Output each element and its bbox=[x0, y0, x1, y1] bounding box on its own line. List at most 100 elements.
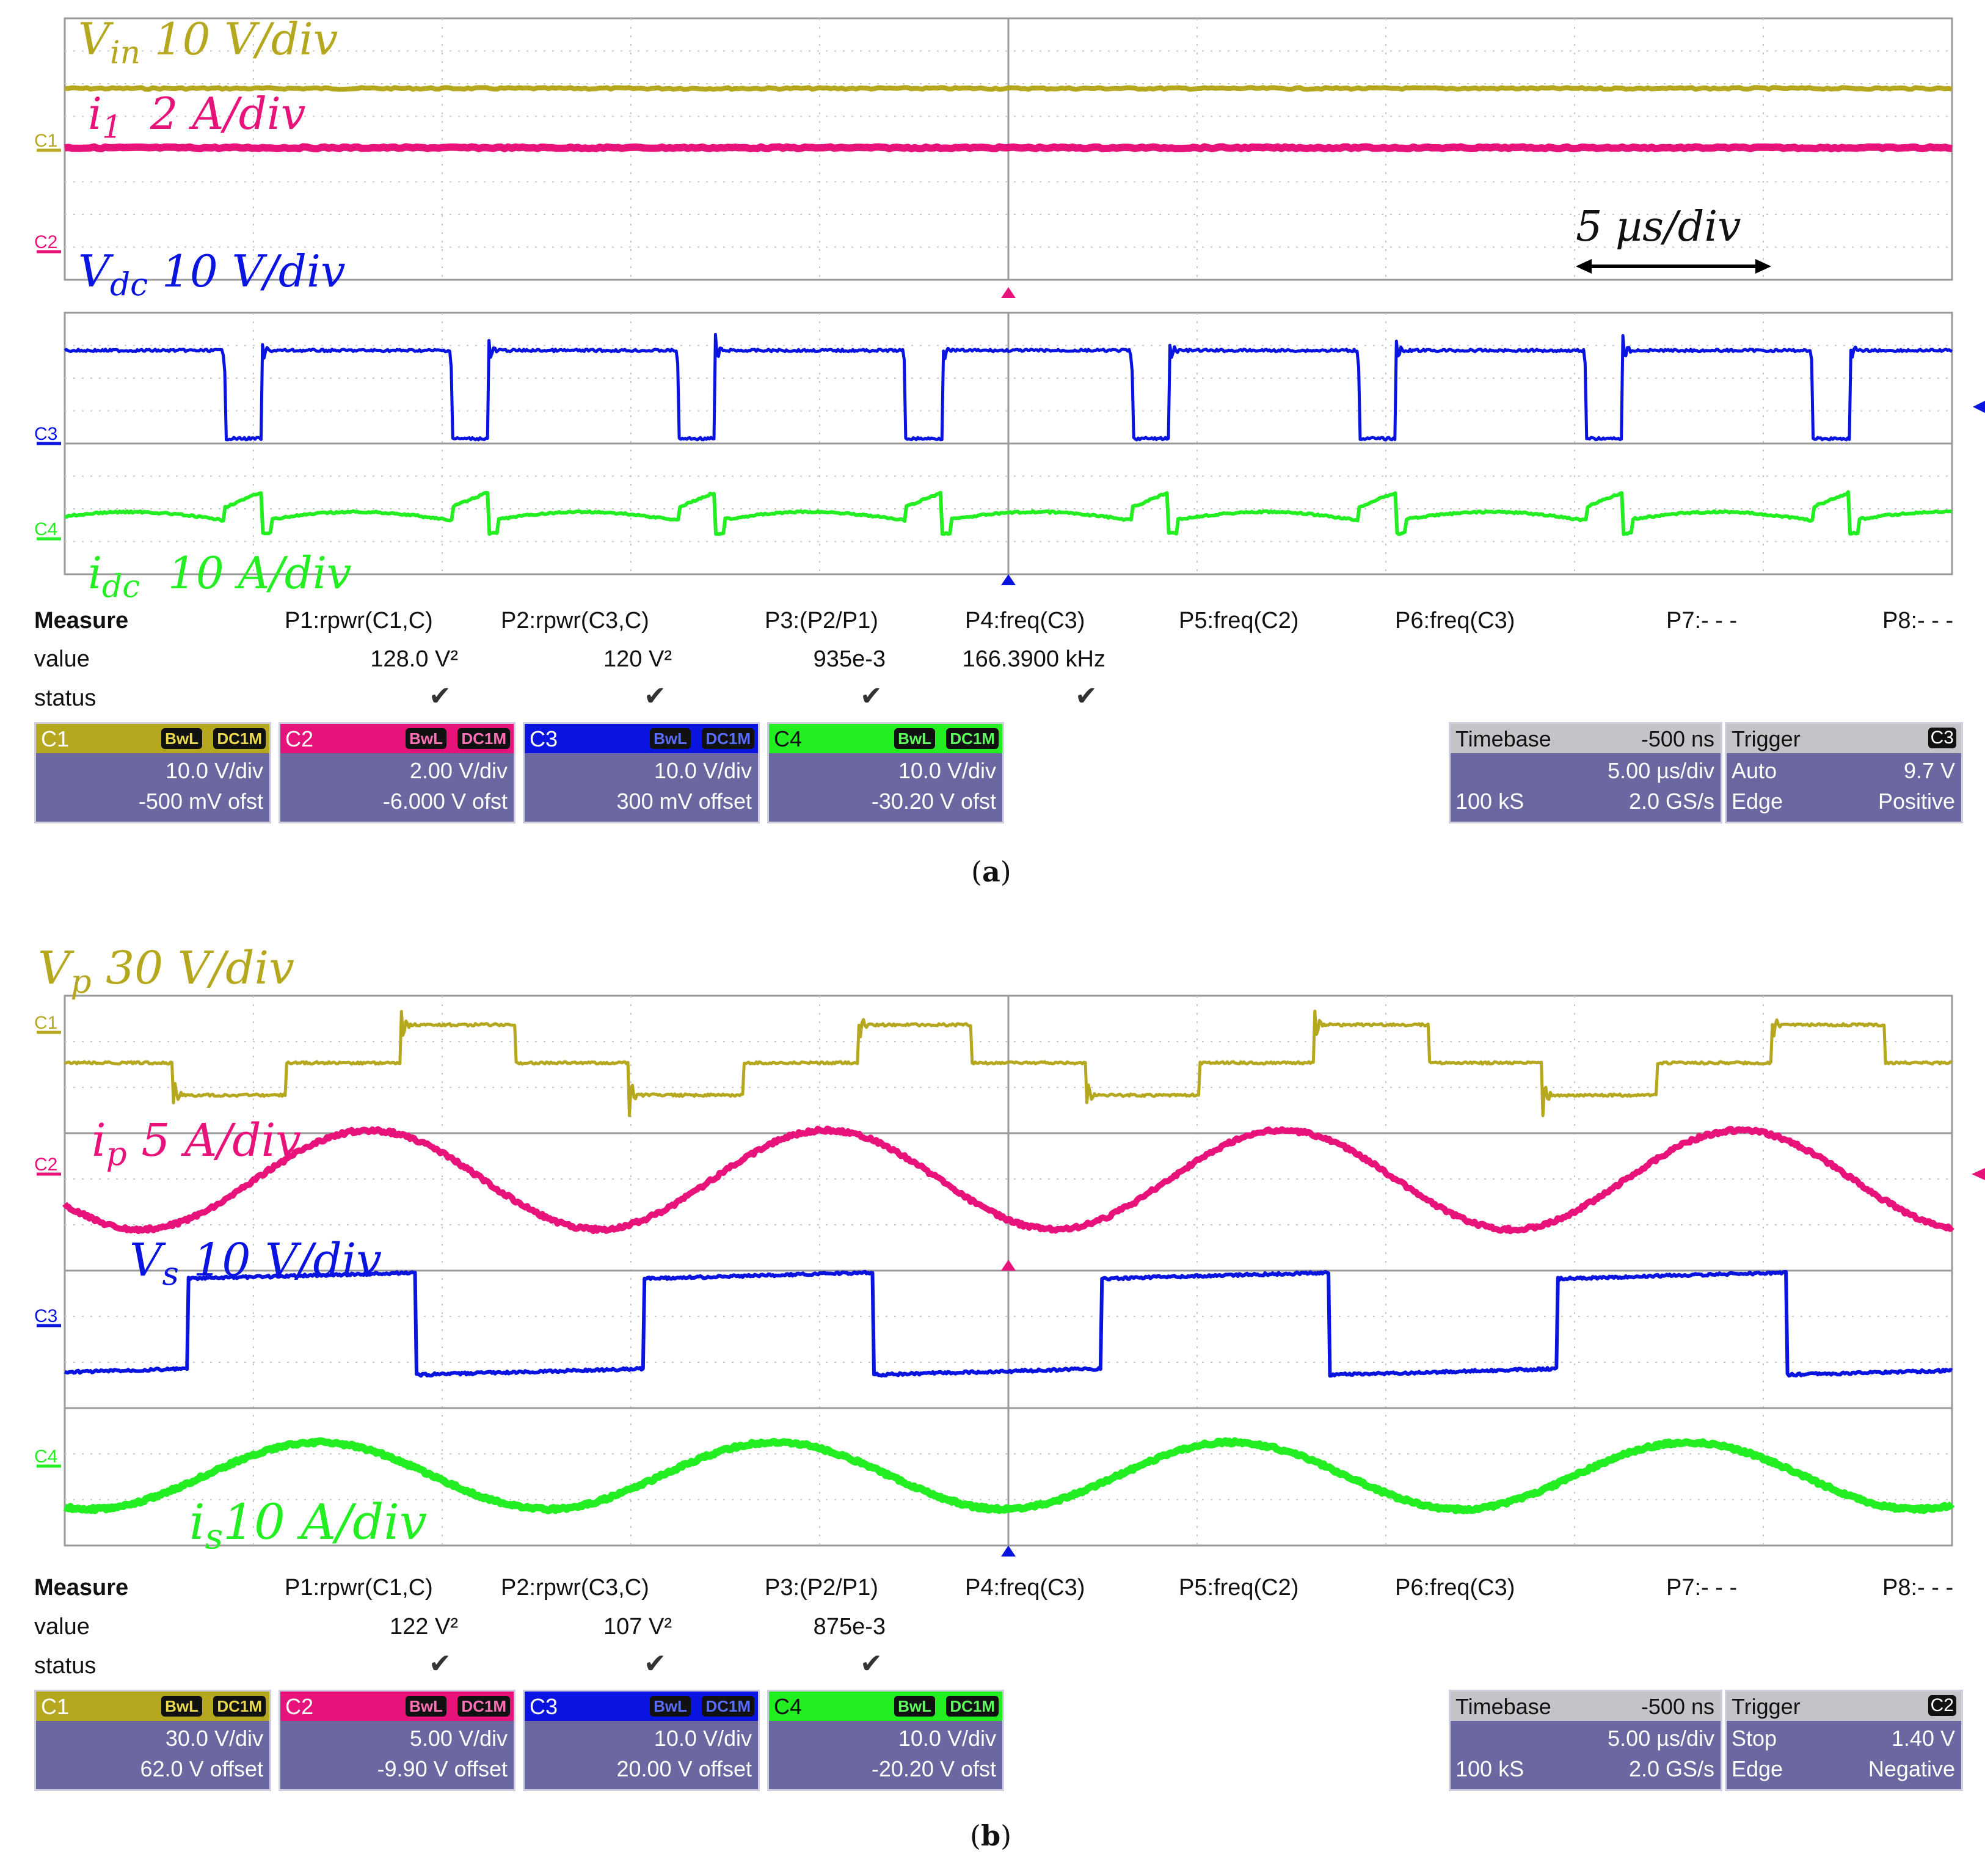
measure-value-p3: 875e-3 bbox=[813, 1614, 886, 1640]
measure-status-row-label: status bbox=[34, 685, 97, 711]
measure-header-p7[interactable]: P7:- - - bbox=[1666, 1575, 1738, 1600]
timebase-box[interactable]: Timebase -500 ns 5.00 µs/div 100 kS 2.0 G… bbox=[1449, 722, 1722, 823]
trace-vs bbox=[64, 1269, 1953, 1378]
measure-value-row-label: value bbox=[34, 646, 90, 672]
timebase-samples: 100 kS bbox=[1455, 1756, 1524, 1781]
measure-header-p3[interactable]: P3:(P2/P1) bbox=[765, 1575, 878, 1600]
channel-marker-c3: C3 bbox=[34, 424, 57, 444]
channel-offset: -500 mV ofst bbox=[138, 789, 263, 814]
trigger-type: Edge bbox=[1732, 789, 1783, 814]
coupling-tag: DC1M bbox=[457, 728, 510, 749]
channel-scale: 30.0 V/div bbox=[165, 1726, 263, 1751]
trigger-mode: Auto bbox=[1732, 758, 1777, 783]
scope-display-a: C1 C2 C3 C4 bbox=[34, 17, 1985, 585]
channel-box-c4[interactable]: C4 BwL DC1M 10.0 V/div -20.20 V ofst bbox=[767, 1690, 1004, 1791]
status-check-p1: ✔ bbox=[429, 681, 451, 712]
measure-header-p8[interactable]: P8:- - - bbox=[1882, 1575, 1954, 1600]
trigger-title: Trigger bbox=[1732, 1694, 1801, 1719]
timebase-rate: 2.0 GS/s bbox=[1628, 789, 1714, 814]
channel-box-c4[interactable]: C4 BwL DC1M 10.0 V/div -30.20 V ofst bbox=[767, 722, 1004, 823]
channel-box-c2[interactable]: C2 BwL DC1M 5.00 V/div -9.90 V offset bbox=[279, 1690, 515, 1791]
channel-name: C2 bbox=[285, 1694, 314, 1719]
timebar-arrow-left bbox=[1576, 259, 1592, 274]
bw-tag: BwL bbox=[650, 1696, 691, 1717]
measure-header-p2[interactable]: P2:rpwr(C3,C) bbox=[501, 608, 649, 633]
coupling-tag: DC1M bbox=[946, 1696, 999, 1717]
trigger-level-marker bbox=[1973, 401, 1985, 413]
trace-vp bbox=[64, 1009, 1953, 1117]
measure-header-p4[interactable]: P4:freq(C3) bbox=[965, 1575, 1085, 1600]
trigger-position-marker-top bbox=[1001, 287, 1016, 298]
measure-header-p2[interactable]: P2:rpwr(C3,C) bbox=[501, 1575, 649, 1600]
channel-name: C4 bbox=[774, 1694, 803, 1719]
measure-header-p4[interactable]: P4:freq(C3) bbox=[965, 608, 1085, 633]
trace-vdc bbox=[64, 332, 1953, 442]
coupling-tag: DC1M bbox=[702, 728, 754, 749]
channel-marker-c1: C1 bbox=[34, 1013, 57, 1033]
channel-box-c3[interactable]: C3 BwL DC1M 10.0 V/div 300 mV offset bbox=[523, 722, 760, 823]
bw-tag: BwL bbox=[161, 728, 202, 749]
channel-offset: -30.20 V ofst bbox=[871, 789, 996, 814]
measure-header-p5[interactable]: P5:freq(C2) bbox=[1179, 608, 1299, 633]
channel-box-c3[interactable]: C3 BwL DC1M 10.0 V/div 20.00 V offset bbox=[523, 1690, 760, 1791]
measure-header-p8[interactable]: P8:- - - bbox=[1882, 608, 1954, 633]
channel-marker-c3: C3 bbox=[34, 1306, 57, 1326]
trigger-level: 1.40 V bbox=[1891, 1726, 1955, 1751]
i1-label: i1 2 A/div bbox=[88, 88, 306, 146]
timebase-delay: -500 ns bbox=[1641, 1694, 1714, 1719]
trace-ip bbox=[62, 1125, 1954, 1235]
trigger-box[interactable]: Trigger C2 Stop 1.40 V Edge Negative bbox=[1725, 1690, 1963, 1791]
channel-scale: 10.0 V/div bbox=[165, 758, 263, 783]
measure-header-p1[interactable]: P1:rpwr(C1,C) bbox=[285, 608, 433, 633]
measure-header-p5[interactable]: P5:freq(C2) bbox=[1179, 1575, 1299, 1600]
channel-scale: 10.0 V/div bbox=[898, 1726, 996, 1751]
timebase-box[interactable]: Timebase -500 ns 5.00 µs/div 100 kS 2.0 G… bbox=[1449, 1690, 1722, 1791]
vp-label: Vp 30 V/div bbox=[38, 942, 294, 1001]
measure-header-p1[interactable]: P1:rpwr(C1,C) bbox=[285, 1575, 433, 1600]
measure-value-p2: 107 V² bbox=[603, 1614, 672, 1640]
measure-header-p6[interactable]: P6:freq(C3) bbox=[1395, 608, 1515, 633]
channel-marker-c2: C2 bbox=[34, 232, 57, 252]
channel-offset: 20.00 V offset bbox=[616, 1756, 752, 1781]
coupling-tag: DC1M bbox=[702, 1696, 754, 1717]
timebase-samples: 100 kS bbox=[1455, 789, 1524, 814]
channel-box-c1[interactable]: C1 BwL DC1M 10.0 V/div -500 mV ofst bbox=[34, 722, 271, 823]
trigger-slope: Positive bbox=[1878, 789, 1955, 814]
channel-offset: -9.90 V offset bbox=[377, 1756, 508, 1781]
status-check-p2: ✔ bbox=[644, 681, 666, 712]
channel-box-c2[interactable]: C2 BwL DC1M 2.00 V/div -6.000 V ofst bbox=[279, 722, 515, 823]
trace-vin bbox=[64, 85, 1953, 92]
bw-tag: BwL bbox=[406, 728, 446, 749]
coupling-tag: DC1M bbox=[213, 728, 266, 749]
trigger-source: C3 bbox=[1928, 728, 1956, 748]
trigger-position-marker-bottom bbox=[1001, 574, 1016, 585]
timebase-scale: 5.00 µs/div bbox=[1608, 758, 1714, 783]
coupling-tag: DC1M bbox=[457, 1696, 510, 1717]
status-check-p4: ✔ bbox=[1075, 681, 1098, 712]
measure-header-p6[interactable]: P6:freq(C3) bbox=[1395, 1575, 1515, 1600]
timebase-delay: -500 ns bbox=[1641, 726, 1714, 751]
channel-offset: 62.0 V offset bbox=[140, 1756, 263, 1781]
trigger-box[interactable]: Trigger C3 Auto 9.7 V Edge Positive bbox=[1725, 722, 1963, 823]
scope-display-b: C1 C2 C3 C4 bbox=[34, 995, 1985, 1557]
timebase-title: Timebase bbox=[1455, 1694, 1551, 1719]
trace-idc bbox=[64, 490, 1953, 536]
scope-panel-a: C1 C2 C3 C4 Vin 10 V/div i1 2 A/div Vdc 10 … bbox=[0, 0, 1985, 904]
channel-marker-c1: C1 bbox=[34, 131, 57, 151]
channel-box-c1[interactable]: C1 BwL DC1M 30.0 V/div 62.0 V offset bbox=[34, 1690, 271, 1791]
bw-tag: BwL bbox=[894, 1696, 935, 1717]
measure-value-row-label: value bbox=[34, 1614, 90, 1640]
measure-header-p3[interactable]: P3:(P2/P1) bbox=[765, 608, 878, 633]
vin-label: Vin 10 V/div bbox=[78, 13, 338, 71]
bw-tag: BwL bbox=[161, 1696, 202, 1717]
vs-label: Vs 10 V/div bbox=[129, 1234, 382, 1293]
measure-header-p7[interactable]: P7:- - - bbox=[1666, 608, 1738, 633]
channel-name: C1 bbox=[41, 726, 70, 751]
timebase-scale: 5.00 µs/div bbox=[1608, 1726, 1714, 1751]
trigger-slope: Negative bbox=[1868, 1756, 1955, 1781]
ip-label: ip 5 A/div bbox=[92, 1114, 302, 1173]
trigger-level: 9.7 V bbox=[1903, 758, 1955, 783]
channel-marker-c4: C4 bbox=[34, 519, 57, 539]
timebase-rate: 2.0 GS/s bbox=[1628, 1756, 1714, 1781]
measure-value-p3: 935e-3 bbox=[813, 646, 886, 672]
